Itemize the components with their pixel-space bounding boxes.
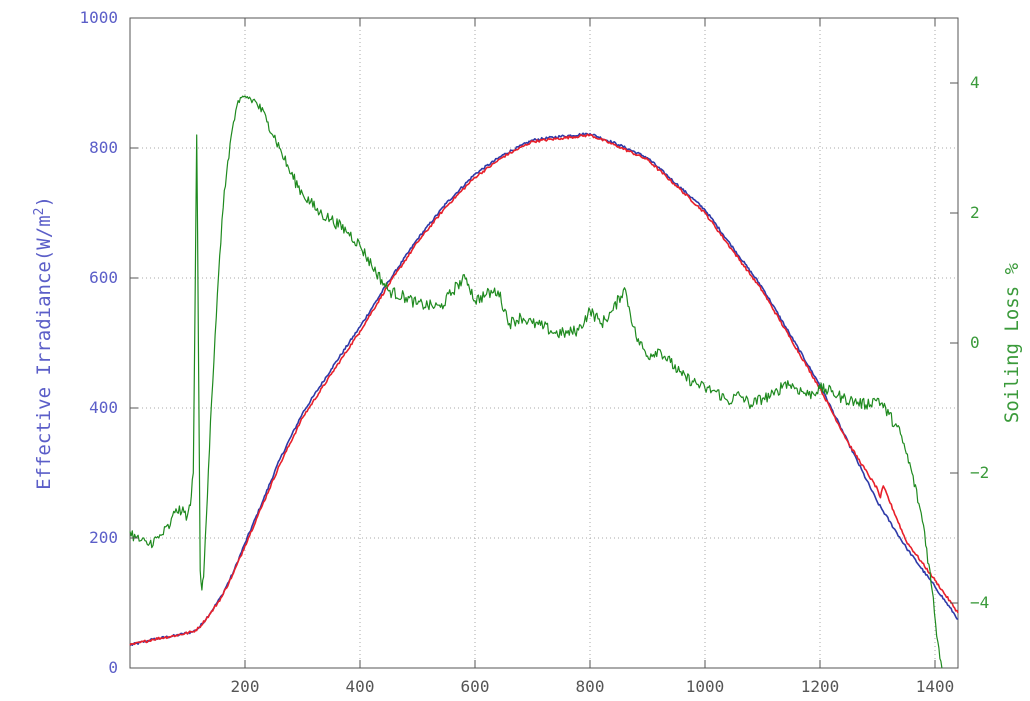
x-tick-label: 1400 xyxy=(916,677,955,696)
series-0-line xyxy=(129,132,959,647)
y-tick-label: 1000 xyxy=(79,8,118,27)
ticks-layer: 200 400 600 800 1000 1200 1400 0 200 400 600 800 100… xyxy=(79,8,989,696)
y2-tick-label: 4 xyxy=(970,73,980,92)
y2-tick-label: −2 xyxy=(970,463,989,482)
y-tick-label: 0 xyxy=(108,658,118,677)
y-tick-label: 600 xyxy=(89,268,118,287)
grid xyxy=(130,18,958,668)
y-tick-label: 400 xyxy=(89,398,118,417)
x-tick-label: 200 xyxy=(231,677,260,696)
y-axis-title: Effective Irradiance(W/m2) xyxy=(32,196,56,490)
x-tick-label: 600 xyxy=(461,677,490,696)
y-axis-title-superscript: 2 xyxy=(32,208,47,216)
x-tick-label: 1000 xyxy=(686,677,725,696)
x-tick-label: 400 xyxy=(346,677,375,696)
series-layer xyxy=(129,95,959,669)
y-axis-title-main: Effective Irradiance(W/m xyxy=(33,215,55,490)
x-tick-label: 800 xyxy=(576,677,605,696)
y2-axis-title: Soiling Loss % xyxy=(1001,262,1023,423)
series-2-line xyxy=(129,95,943,669)
plot-frame xyxy=(129,17,959,669)
x-tick-label: 1200 xyxy=(801,677,840,696)
y-tick-label: 200 xyxy=(89,528,118,547)
y2-tick-label: 0 xyxy=(970,333,980,352)
y2-tick-label: −4 xyxy=(970,593,989,612)
y2-tick-label: 2 xyxy=(970,203,980,222)
y-axis-title-close: ) xyxy=(33,196,55,207)
series-1-line xyxy=(129,133,959,646)
y-tick-label: 800 xyxy=(89,138,118,157)
